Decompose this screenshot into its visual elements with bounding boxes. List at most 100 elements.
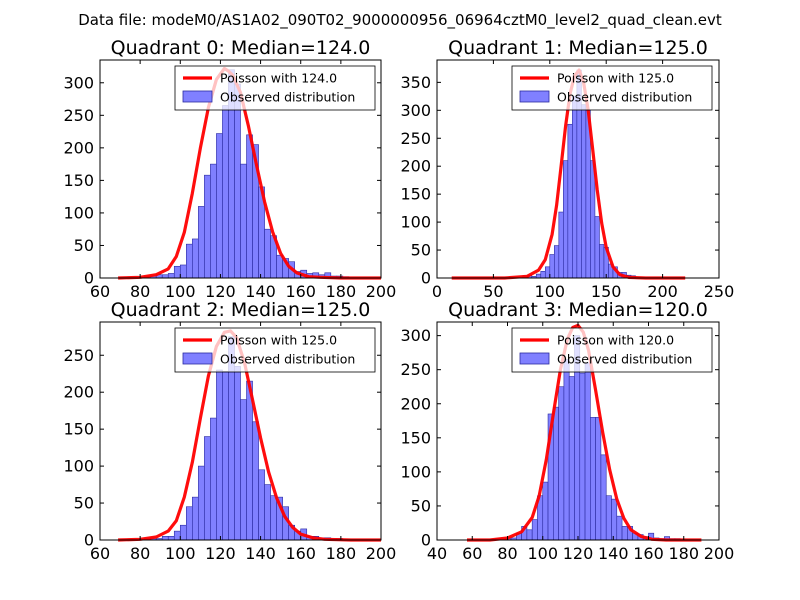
- y-tick-label: 100: [63, 457, 94, 476]
- axes-frame: [99, 59, 382, 279]
- x-tick-label: 180: [326, 282, 357, 301]
- histogram-bar: [198, 465, 205, 541]
- x-tick-label: 60: [90, 544, 110, 563]
- histogram-bar: [567, 123, 573, 279]
- y-tick-label: 300: [400, 326, 431, 345]
- histogram-bar: [173, 265, 181, 279]
- histogram-bar: [549, 254, 555, 279]
- legend-label-observed: Observed distribution: [220, 90, 355, 105]
- x-tick-label: 40: [427, 544, 447, 563]
- histogram-bar: [568, 376, 575, 541]
- histogram-bar: [192, 238, 199, 279]
- histogram-bar: [616, 515, 623, 541]
- legend-bar-swatch: [519, 352, 550, 365]
- histogram-bar: [590, 417, 596, 541]
- y-tick-label: 200: [400, 157, 431, 176]
- histogram-bar: [204, 436, 211, 541]
- histogram-bar: [179, 264, 187, 279]
- y-tick-label: 250: [400, 360, 431, 379]
- histogram-bar: [579, 372, 586, 541]
- y-tick-label: 100: [400, 462, 431, 481]
- y-tick-label: 300: [63, 73, 94, 92]
- histogram-bar: [186, 243, 193, 279]
- x-tick-label: 100: [165, 544, 196, 563]
- legend-box: [174, 65, 376, 111]
- x-tick-label: 120: [205, 544, 236, 563]
- y-tick-label: 0: [421, 531, 431, 550]
- y-tick-label: 200: [63, 383, 94, 402]
- x-tick-label: 140: [598, 544, 629, 563]
- x-tick-label: 60: [90, 282, 110, 301]
- histogram-bar: [167, 536, 175, 541]
- histogram-bar: [234, 83, 241, 279]
- y-tick-label: 350: [400, 73, 431, 92]
- y-tick-label: 250: [400, 129, 431, 148]
- legend-label-observed: Observed distribution: [557, 90, 692, 105]
- x-tick-label: 200: [704, 544, 735, 563]
- x-tick-label: 200: [366, 282, 397, 301]
- histogram-bar: [276, 254, 283, 279]
- histogram-bar: [264, 484, 271, 541]
- y-tick-label: 0: [421, 269, 431, 288]
- y-tick-label: 100: [400, 213, 431, 232]
- histogram-bar: [572, 96, 578, 279]
- legend-label-poisson: Poisson with 125.0: [220, 333, 337, 348]
- legend-box: [511, 65, 713, 111]
- legend-label-poisson: Poisson with 120.0: [557, 333, 674, 348]
- histogram-bar: [222, 105, 229, 279]
- histogram-bar: [594, 216, 600, 279]
- histogram-bar: [553, 406, 559, 541]
- y-tick-label: 100: [63, 203, 94, 222]
- quadrant-2-panel: 60 80 100 120 140 160 180 200 0 50 100 150 200 250 Qua…: [63, 299, 396, 563]
- histogram-bar: [554, 245, 560, 279]
- axes-frame: [99, 321, 382, 541]
- histogram-bar: [240, 399, 247, 541]
- quadrant-1-panel: 0 50 100 150 200 250 0 50 100 150 200 250 300 350 Quad…: [400, 37, 734, 301]
- histogram-bar: [240, 163, 247, 279]
- histogram-bar: [605, 495, 612, 541]
- histogram-bar: [192, 496, 199, 541]
- y-tick-label: 0: [84, 531, 94, 550]
- quadrant-title: Quadrant 2: Median=125.0: [111, 299, 371, 321]
- legend-bar-swatch: [182, 352, 213, 365]
- y-tick-label: 300: [400, 101, 431, 120]
- histogram-bar: [173, 530, 181, 541]
- x-tick-label: 100: [527, 544, 558, 563]
- histogram-bar: [611, 498, 618, 541]
- x-tick-label: 200: [366, 544, 397, 563]
- quadrant-3-panel: 40 60 80 100 120 140 160 180 200 0 50 100 150 200 250 3…: [400, 299, 734, 563]
- x-tick-label: 50: [483, 282, 503, 301]
- histogram-bar: [581, 104, 587, 279]
- legend: Poisson with 125.0 Observed distribution: [174, 327, 376, 373]
- histogram-bar: [234, 366, 241, 541]
- x-tick-label: 80: [497, 544, 517, 563]
- x-tick-label: 100: [165, 282, 196, 301]
- legend: Poisson with 120.0 Observed distribution: [511, 327, 713, 373]
- histogram-bar: [246, 134, 253, 279]
- histogram-bar: [252, 421, 259, 541]
- x-tick-label: 140: [245, 544, 276, 563]
- quadrant-title: Quadrant 1: Median=125.0: [448, 37, 708, 59]
- quadrant-title: Quadrant 0: Median=124.0: [111, 37, 371, 59]
- x-tick-label: 120: [205, 282, 236, 301]
- histogram-bar: [270, 495, 277, 541]
- histogram-bar: [216, 369, 223, 541]
- y-tick-label: 50: [74, 236, 94, 255]
- figure-suptitle: Data file: modeM0/AS1A02_090T02_90000009…: [78, 11, 722, 30]
- legend: Poisson with 125.0 Observed distribution: [511, 65, 713, 111]
- x-tick-label: 180: [668, 544, 699, 563]
- quadrant-title: Quadrant 3: Median=120.0: [448, 299, 708, 321]
- histogram-bar: [216, 133, 223, 279]
- x-tick-label: 60: [462, 544, 482, 563]
- y-tick-label: 50: [411, 496, 431, 515]
- y-tick-label: 150: [63, 420, 94, 439]
- y-tick-label: 200: [400, 394, 431, 413]
- histogram-bar: [590, 160, 596, 279]
- histogram-bar: [526, 529, 533, 541]
- legend-label-observed: Observed distribution: [220, 352, 355, 367]
- quadrant-0-panel: 60 80 100 120 140 160 180 200 0 50 100 150 200 250 300…: [63, 37, 396, 301]
- y-tick-label: 200: [63, 138, 94, 157]
- y-tick-label: 250: [63, 106, 94, 125]
- y-tick-label: 250: [63, 346, 94, 365]
- legend-label-poisson: Poisson with 125.0: [557, 71, 674, 86]
